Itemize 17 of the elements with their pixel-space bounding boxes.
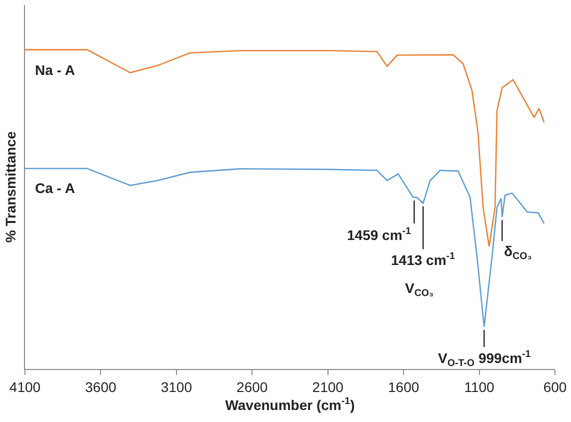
- annotation: V$_{CO₃}$: [405, 280, 434, 299]
- x-tick-label: 1100: [464, 378, 495, 395]
- x-tick-label: 2100: [312, 378, 344, 395]
- y-axis-title: % Transmittance: [2, 131, 19, 243]
- x-axis-title: Wavenumber (cm$^{-1}$): [225, 396, 355, 414]
- series-label: Na - A: [35, 62, 75, 78]
- x-tick-label: 3100: [160, 378, 192, 395]
- x-tick-label: 3600: [85, 378, 116, 395]
- annotation: 1459 cm$^{-1}$: [347, 226, 412, 243]
- x-tick-label: 2600: [236, 378, 268, 395]
- annotation: 1413 cm$^{-1}$: [391, 251, 456, 268]
- series-label: Ca - A: [35, 180, 75, 196]
- x-tick-label: 4100: [9, 378, 41, 395]
- x-tick-label: 600: [543, 378, 567, 395]
- x-tick-label: 1600: [388, 378, 420, 395]
- annotation: δ$_{CO₃}$: [504, 243, 532, 262]
- annotation: V$_{O-T-O}$ 999cm$^{-1}$: [438, 349, 532, 369]
